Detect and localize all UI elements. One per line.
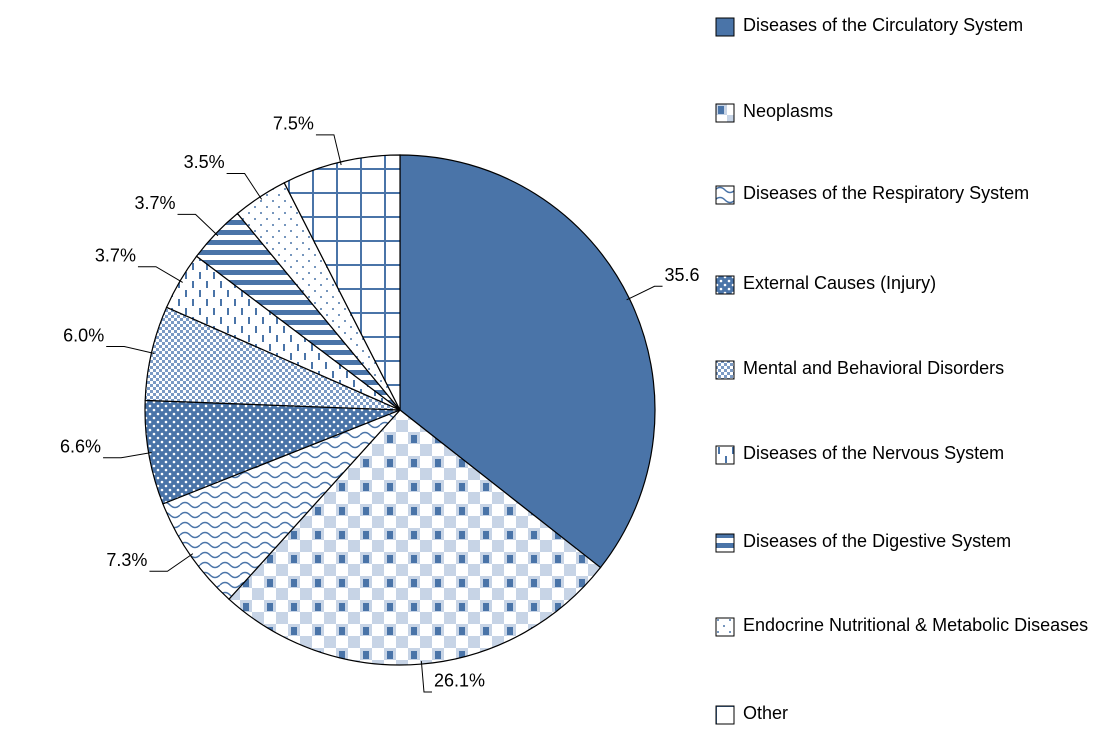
- leader-line: [420, 661, 432, 693]
- legend-label: Diseases of the Digestive System: [743, 531, 1012, 551]
- legend-label: Diseases of the Nervous System: [743, 443, 1005, 463]
- legend-label: External Causes (Injury): [743, 273, 937, 293]
- legend-swatch: [715, 275, 735, 295]
- legend-item: Mental and Behavioral Disorders: [715, 357, 1101, 380]
- pie-chart: 35.6% 26.1% 7.3% 6.6% 6.0% 3.7% 3.7% 3.5% 7.5%: [60, 114, 716, 693]
- leader-line: [103, 452, 152, 459]
- legend-item: Diseases of the Digestive System: [715, 530, 1101, 553]
- legend-swatch: [715, 17, 735, 37]
- legend-label: Other: [743, 703, 789, 723]
- data-label: 7.3%: [106, 550, 147, 570]
- leader-line: [177, 213, 219, 237]
- leader-line: [226, 172, 263, 200]
- leader-line: [106, 346, 155, 354]
- legend-swatch: [715, 360, 735, 380]
- legend-label: Diseases of the Circulatory System: [743, 15, 1024, 35]
- legend-swatch: [715, 103, 735, 123]
- legend-label: Diseases of the Respiratory System: [743, 183, 1030, 203]
- legend-item: Diseases of the Circulatory System: [715, 14, 1101, 37]
- legend-item: Neoplasms: [715, 100, 1101, 123]
- legend-swatch: [715, 533, 735, 553]
- data-label: 26.1%: [434, 671, 485, 691]
- legend-label: Neoplasms: [743, 101, 834, 121]
- leader-line: [626, 285, 663, 301]
- legend-item: Diseases of the Respiratory System: [715, 182, 1101, 205]
- legend-swatch: [715, 185, 735, 205]
- leader-line: [137, 266, 183, 283]
- legend-item: External Causes (Injury): [715, 272, 1101, 295]
- data-label: 7.5%: [273, 114, 314, 134]
- legend-item: Other: [715, 702, 1101, 725]
- data-label: 3.7%: [95, 245, 136, 265]
- data-label: 3.7%: [135, 193, 176, 213]
- leader-line: [315, 134, 342, 166]
- data-label: 6.0%: [63, 325, 104, 345]
- legend-label: Mental and Behavioral Disorders: [743, 358, 1005, 378]
- data-label: 35.6%: [665, 265, 700, 285]
- legend-label: Endocrine Nutritional & Metabolic Diseas…: [743, 615, 1089, 635]
- leader-line: [149, 553, 194, 572]
- legend-swatch: [715, 445, 735, 465]
- legend-item: Diseases of the Nervous System: [715, 442, 1101, 465]
- legend-swatch: [715, 705, 735, 725]
- data-label: 3.5%: [184, 152, 225, 172]
- data-label: 6.6%: [60, 437, 101, 457]
- legend-swatch: [715, 617, 735, 637]
- legend-item: Endocrine Nutritional & Metabolic Diseas…: [715, 614, 1101, 637]
